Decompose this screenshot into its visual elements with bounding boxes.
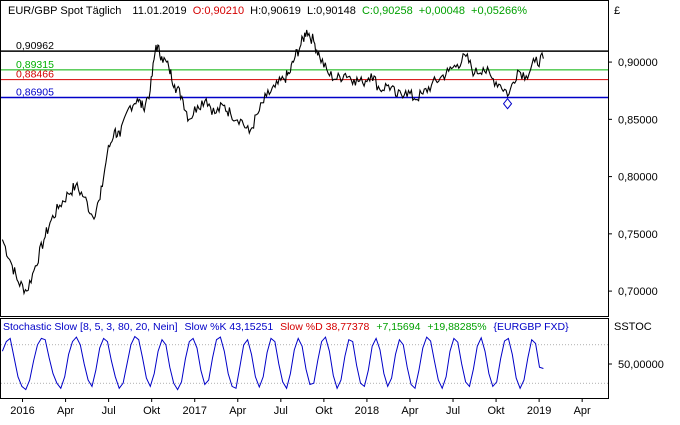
currency-symbol: £ [614,5,620,17]
time-tick-label: 2016 [10,405,34,417]
header-close: C:0,90258 [362,5,413,17]
stoch-series [1,335,544,391]
time-tick-label: Jul [446,405,460,417]
time-tick-label: Apr [574,405,591,417]
time-tick-label: 2019 [527,405,551,417]
price-line [1,29,544,296]
stoch-change-pct: +19,88285% [427,321,486,333]
level-label-3: 0,86905 [16,87,54,99]
time-tick-label: Jul [102,405,116,417]
stoch-k-line [1,335,544,391]
stoch-y-axis: 50,00000 [608,359,664,371]
header-low: L:0,90148 [307,5,356,17]
price-series [1,29,544,296]
header-high: H:0,90619 [250,5,301,17]
header-date: 11.01.2019 [132,5,186,17]
price-y-tick-label: 0,90000 [618,57,658,69]
level-label-1: 0,89315 [16,59,54,71]
time-tick-label: Okt [488,405,505,417]
header-change: +0,00048 [419,5,465,17]
stoch-symbol: {EURGBP FXD} [494,321,570,333]
stoch-guides [1,344,608,384]
header-change-pct: +0,05266% [471,5,527,17]
time-tick-label: Jul [274,405,288,417]
time-tick-label: 2017 [182,405,206,417]
time-tick-label: Okt [315,405,332,417]
stoch-name: Stochastic Slow [8, 5, 3, 80, 20, Nein] [3,321,178,333]
chart-header: EUR/GBP Spot Täglich 11.01.2019 O:0,9021… [8,5,527,17]
time-axis: 2016 Apr Jul Okt 2017 Apr Jul Okt 2018 Apr Jul Okt 2… [10,398,591,417]
price-y-tick-label: 0,85000 [618,114,658,126]
level-label-2: 0,88466 [16,69,54,81]
price-y-tick-label: 0,70000 [618,286,658,298]
stoch-header: Stochastic Slow [8, 5, 3, 80, 20, Nein] … [3,321,569,333]
time-tick-label: 2018 [355,405,379,417]
time-tick-label: Apr [57,405,74,417]
price-y-tick-label: 0,80000 [618,172,658,184]
header-open: O:0,90210 [193,5,244,17]
price-panel-frame [0,0,609,317]
price-y-tick-label: 0,75000 [618,229,658,241]
signal-marker [502,97,513,110]
stoch-k-label: Slow %K 43,15251 [184,321,273,333]
stoch-change: +7,15694 [376,321,420,333]
header-symbol: EUR/GBP Spot Täglich [8,5,121,17]
price-y-axis: 0,70000 0,75000 0,80000 0,85000 0,90000 [608,57,658,298]
stoch-panel-label: SSTOC [614,321,652,333]
level-label-0: 0,90962 [16,40,54,52]
time-tick-label: Apr [401,405,418,417]
stoch-y-tick-label: 50,00000 [618,359,664,371]
time-tick-label: Apr [229,405,246,417]
stoch-d-label: Slow %D 38,77378 [280,321,369,333]
time-tick-label: Okt [143,405,160,417]
